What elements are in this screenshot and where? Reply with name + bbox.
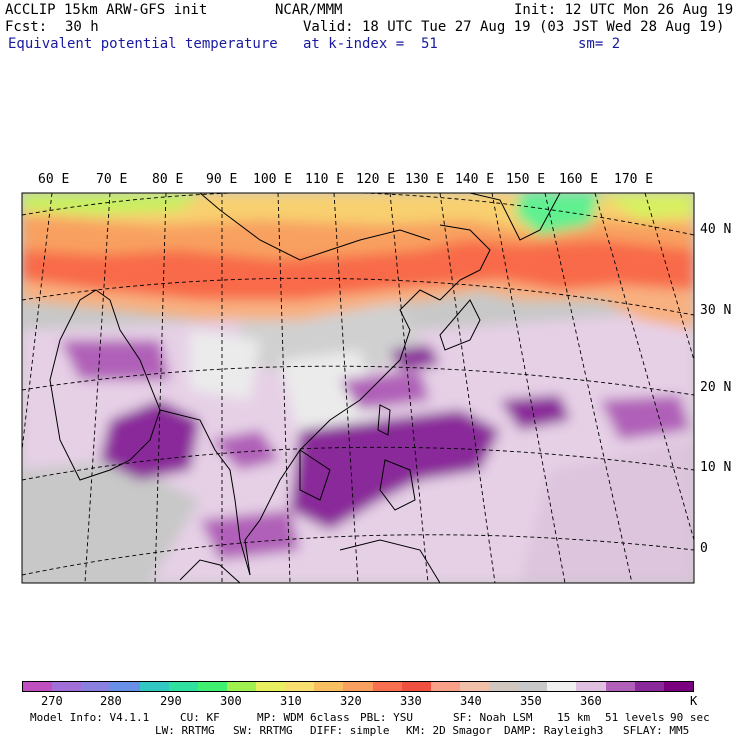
lat-label: 30 N: [700, 303, 732, 318]
colorbar-swatch: [256, 682, 286, 691]
colorbar-label: 270: [41, 694, 63, 708]
lon-label: 160 E: [559, 172, 599, 187]
footer-pbl: PBL: YSU: [360, 711, 413, 724]
forecast-label: Fcst:: [5, 19, 48, 35]
lat-label: 20 N: [700, 380, 732, 395]
colorbar-swatch: [139, 682, 169, 691]
map-field: [22, 193, 694, 583]
lon-label: 60 E: [38, 172, 70, 187]
footer-km: KM: 2D Smagor: [406, 724, 493, 737]
colorbar-swatch: [401, 682, 431, 691]
colorbar-swatch: [489, 682, 519, 691]
footer-timestep: 90 sec: [670, 711, 710, 724]
footer-mp: MP: WDM 6class: [257, 711, 350, 724]
colorbar-label: 360: [580, 694, 602, 708]
lon-label: 80 E: [152, 172, 184, 187]
graticule: [22, 193, 694, 583]
colorbar-swatch: [663, 682, 693, 691]
lon-label: 130 E: [405, 172, 445, 187]
colorbar-unit: K: [690, 694, 698, 708]
colorbar-swatch: [285, 682, 315, 691]
colorbar-swatch: [314, 682, 344, 691]
coastlines: [22, 193, 561, 583]
colorbar-swatch: [605, 682, 635, 691]
colorbar-swatch: [634, 682, 664, 691]
colorbar-label: 310: [280, 694, 302, 708]
lon-label: 90 E: [206, 172, 238, 187]
footer-model-info: Model Info: V4.1.1: [30, 711, 150, 724]
valid-time: Valid: 18 UTC Tue 27 Aug 19 (03 JST Wed …: [303, 19, 725, 35]
colorbar-swatch: [226, 682, 256, 691]
colorbar-swatch: [372, 682, 402, 691]
organization: NCAR/MMM: [275, 2, 343, 18]
footer-sflay: SFLAY: MM5: [623, 724, 690, 737]
level-index: at k-index = 51: [303, 36, 438, 52]
colorbar: [22, 681, 694, 692]
field-name: Equivalent potential temperature: [8, 36, 278, 52]
colorbar-swatch: [518, 682, 548, 691]
colorbar-swatch: [110, 682, 140, 691]
model-title: ACCLIP 15km ARW-GFS init: [5, 2, 208, 18]
colorbar-swatch: [343, 682, 373, 691]
footer-diff: DIFF: simple: [310, 724, 390, 737]
footer-levels: 51 levels: [605, 711, 665, 724]
footer-damp: DAMP: Rayleigh3: [504, 724, 604, 737]
lat-label: 40 N: [700, 222, 732, 237]
map-frame: [21, 192, 695, 584]
colorbar-label: 340: [460, 694, 482, 708]
lon-label: 100 E: [253, 172, 293, 187]
lon-label: 70 E: [96, 172, 128, 187]
colorbar-swatch: [52, 682, 82, 691]
colorbar-swatch: [81, 682, 111, 691]
colorbar-label: 280: [100, 694, 122, 708]
lat-label: 0: [700, 541, 708, 556]
init-time: Init: 12 UTC Mon 26 Aug 19: [514, 2, 734, 18]
colorbar-label: 320: [340, 694, 362, 708]
colorbar-swatch: [168, 682, 198, 691]
footer-sw: SW: RRTMG: [233, 724, 293, 737]
lon-label: 110 E: [305, 172, 345, 187]
lon-label: 170 E: [614, 172, 654, 187]
forecast-hour: 30 h: [65, 19, 99, 35]
colorbar-swatch: [23, 682, 53, 691]
colorbar-label: 300: [220, 694, 242, 708]
footer-resolution: 15 km: [557, 711, 591, 724]
lat-label: 10 N: [700, 460, 732, 475]
colorbar-swatch: [576, 682, 606, 691]
colorbar-swatch: [197, 682, 227, 691]
colorbar-swatch: [547, 682, 577, 691]
smoothing: sm= 2: [578, 36, 621, 52]
colorbar-label: 330: [400, 694, 422, 708]
colorbar-label: 350: [520, 694, 542, 708]
footer-lw: LW: RRTMG: [155, 724, 215, 737]
lon-label: 150 E: [506, 172, 546, 187]
lon-label: 140 E: [455, 172, 495, 187]
lon-label: 120 E: [356, 172, 396, 187]
colorbar-swatch: [459, 682, 489, 691]
footer-sf: SF: Noah LSM: [453, 711, 533, 724]
colorbar-swatch: [430, 682, 460, 691]
colorbar-label: 290: [160, 694, 182, 708]
footer-cu: CU: KF: [180, 711, 220, 724]
